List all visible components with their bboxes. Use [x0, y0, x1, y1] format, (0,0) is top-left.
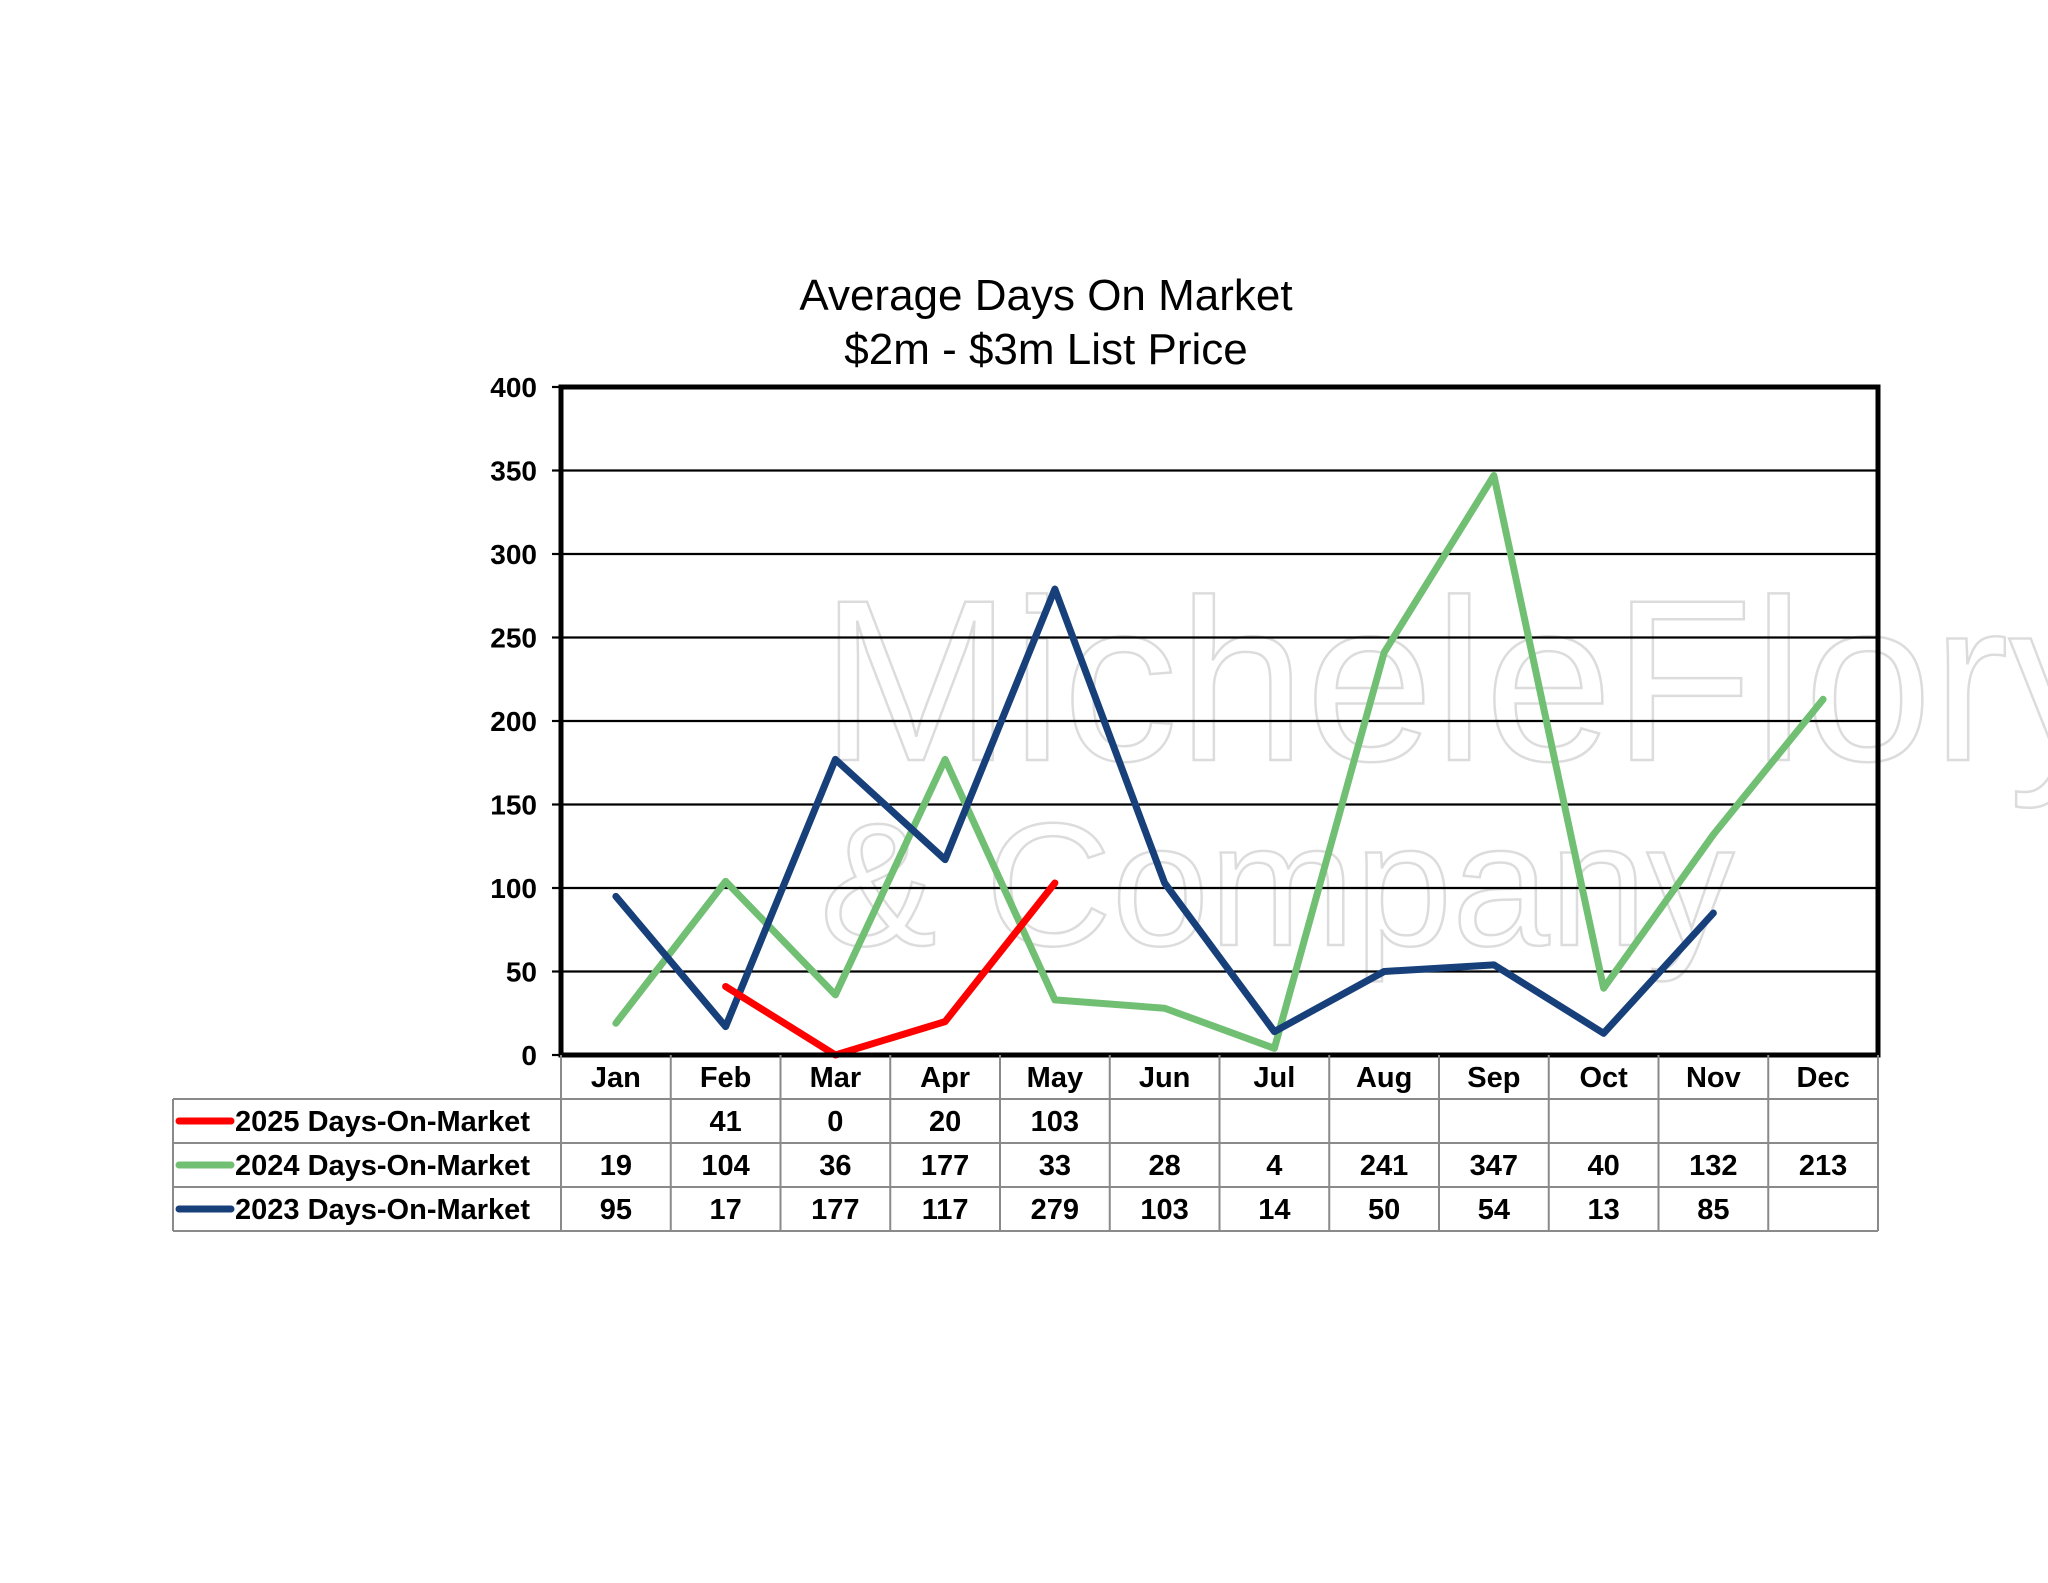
data-label: 13 — [1587, 1194, 1619, 1226]
data-label: 0 — [827, 1106, 843, 1138]
data-label: 347 — [1470, 1150, 1518, 1182]
data-label: 177 — [921, 1150, 969, 1182]
data-label: 4 — [1266, 1150, 1282, 1182]
data-label: 20 — [929, 1106, 961, 1138]
watermark: MicheleFlory & Company — [819, 551, 2048, 985]
data-label: 33 — [1039, 1150, 1071, 1182]
data-label: 117 — [922, 1194, 969, 1226]
data-label: 36 — [819, 1150, 851, 1182]
y-tick-label: 50 — [506, 957, 537, 988]
data-label: 279 — [1031, 1194, 1079, 1226]
series-line-2023 — [612, 585, 1717, 1037]
chart-title: Average Days On Market — [799, 271, 1292, 320]
series-lines — [612, 472, 1827, 1059]
data-label: 103 — [1140, 1194, 1188, 1226]
x-tick-label: Oct — [1579, 1062, 1628, 1094]
data-label: 103 — [1031, 1106, 1079, 1138]
series-line-2024 — [612, 472, 1827, 1052]
data-label: 104 — [701, 1150, 749, 1182]
y-tick-label: 350 — [490, 456, 537, 487]
y-tick-label: 0 — [521, 1040, 537, 1071]
data-label: 54 — [1478, 1194, 1510, 1226]
watermark-line-1: MicheleFlory — [820, 552, 2048, 809]
data-label: 177 — [811, 1194, 859, 1226]
series-line-2025 — [722, 879, 1059, 1059]
data-label: 28 — [1148, 1150, 1180, 1182]
x-tick-label: Jun — [1139, 1062, 1191, 1094]
x-tick-label: Sep — [1467, 1062, 1520, 1094]
x-tick-label: Dec — [1797, 1062, 1850, 1094]
data-label: 40 — [1587, 1150, 1619, 1182]
x-tick-label: Jul — [1253, 1062, 1295, 1094]
y-tick-label: 100 — [490, 873, 537, 904]
data-label: 17 — [709, 1194, 741, 1226]
series-label: 2025 Days-On-Market — [235, 1106, 530, 1138]
x-tick-label: Aug — [1356, 1062, 1412, 1094]
series-label: 2024 Days-On-Market — [235, 1150, 530, 1182]
x-tick-label: Apr — [920, 1062, 970, 1094]
data-label: 132 — [1689, 1150, 1737, 1182]
y-tick-label: 300 — [490, 539, 537, 570]
data-label: 50 — [1368, 1194, 1400, 1226]
y-tick-label: 400 — [490, 372, 537, 403]
y-tick-label: 200 — [490, 706, 537, 737]
chart-subtitle: $2m - $3m List Price — [844, 325, 1247, 374]
data-label: 95 — [600, 1194, 632, 1226]
x-tick-label: May — [1027, 1062, 1083, 1094]
x-tick-label: Nov — [1686, 1062, 1741, 1094]
y-tick-label: 150 — [490, 790, 537, 821]
x-tick-label: Jan — [591, 1062, 641, 1094]
data-label: 85 — [1697, 1194, 1729, 1226]
y-tick-label: 250 — [490, 623, 537, 654]
data-label: 213 — [1799, 1150, 1847, 1182]
data-table: Jan Feb Mar Apr May Jun Jul Aug Sep Oct Nov Dec 2025… — [172, 1055, 1879, 1232]
series-label: 2023 Days-On-Market — [235, 1194, 530, 1226]
data-label: 41 — [709, 1106, 741, 1138]
x-tick-label: Feb — [700, 1062, 752, 1094]
data-label: 19 — [600, 1150, 632, 1182]
x-tick-label: Mar — [810, 1062, 862, 1094]
data-label: 241 — [1360, 1150, 1408, 1182]
y-axis-ticks: 0 50 100 150 200 250 300 350 400 — [490, 372, 537, 1071]
data-label: 14 — [1258, 1194, 1290, 1226]
